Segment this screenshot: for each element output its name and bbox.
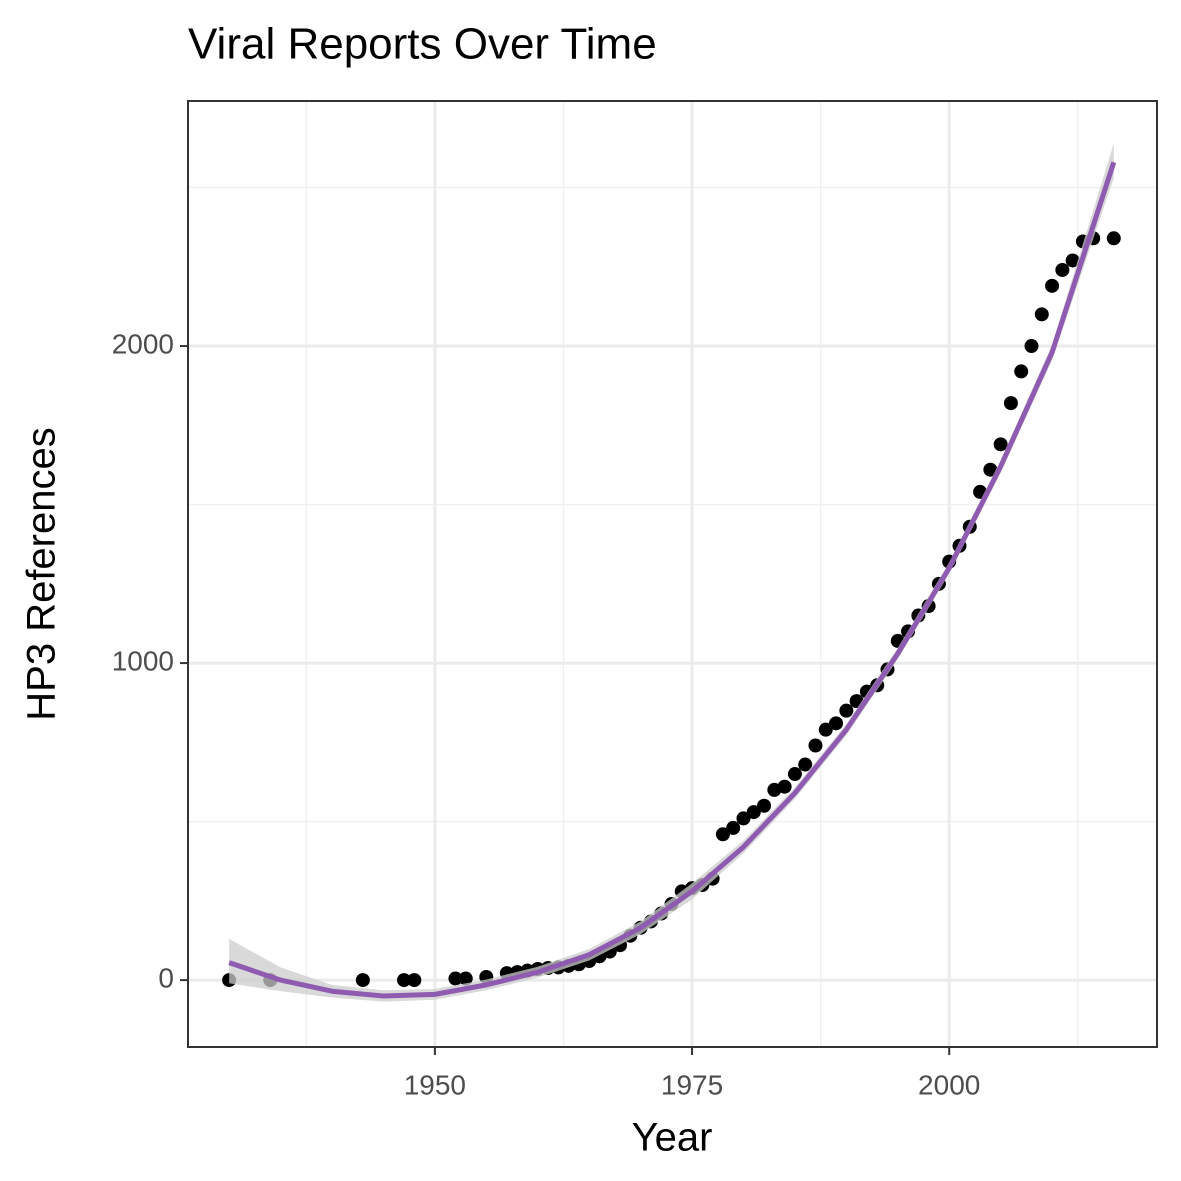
- point: [397, 973, 412, 988]
- point: [448, 971, 463, 986]
- point: [983, 462, 998, 477]
- point: [355, 973, 370, 988]
- smooth-line: [228, 161, 1117, 999]
- point: [829, 716, 844, 731]
- point: [993, 437, 1008, 452]
- panel-border: [187, 100, 1158, 1048]
- x-axis-label: Year: [632, 1116, 713, 1160]
- y-tick-label: 0: [158, 962, 174, 993]
- point: [757, 798, 772, 813]
- point: [458, 971, 473, 986]
- x-tick-label: 1950: [404, 1069, 466, 1100]
- point: [1003, 396, 1018, 411]
- point: [715, 827, 730, 842]
- point: [736, 811, 751, 826]
- point: [1055, 262, 1070, 277]
- point: [746, 805, 761, 820]
- y-tick-label: 1000: [112, 645, 174, 676]
- point: [798, 757, 813, 772]
- x-tick-label: 2000: [918, 1069, 980, 1100]
- point: [1024, 339, 1039, 354]
- point: [1034, 307, 1049, 322]
- point: [726, 820, 741, 835]
- point: [1045, 278, 1060, 293]
- point: [1014, 364, 1029, 379]
- y-tick-label: 2000: [112, 328, 174, 359]
- point: [839, 703, 854, 718]
- point: [787, 767, 802, 782]
- point: [808, 738, 823, 753]
- point: [1106, 231, 1121, 246]
- plot-area: [188, 101, 1157, 1047]
- y-axis-label: HP3 References: [20, 427, 64, 720]
- chart-title: Viral Reports Over Time: [188, 20, 657, 69]
- point: [407, 973, 422, 988]
- point: [1065, 253, 1080, 268]
- point: [818, 722, 833, 737]
- point: [777, 779, 792, 794]
- x-tick-label: 1975: [661, 1069, 723, 1100]
